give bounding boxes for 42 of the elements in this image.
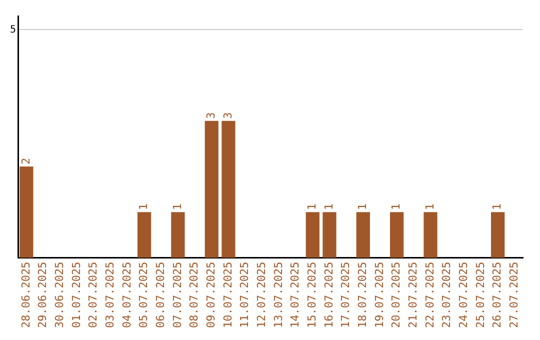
x-tick-label: 13.07.2025 xyxy=(272,262,285,328)
x-tick-label: 06.07.2025 xyxy=(154,262,167,328)
x-tick-label: 25.07.2025 xyxy=(474,262,487,328)
x-tick-label: 02.07.2025 xyxy=(86,262,100,328)
x-tick-label: 19.07.2025 xyxy=(372,262,386,328)
data-label: 1 xyxy=(390,204,403,210)
data-label: 1 xyxy=(306,204,318,210)
x-tick-label: 12.07.2025 xyxy=(254,262,268,328)
x-tick-label: 27.07.2025 xyxy=(508,262,521,328)
data-label: 1 xyxy=(170,204,184,210)
x-tick-label: 05.07.2025 xyxy=(137,262,150,328)
x-tick-label: 18.07.2025 xyxy=(356,262,370,328)
x-tick-label: 17.07.2025 xyxy=(339,262,352,328)
x-tick-label: 01.07.2025 xyxy=(70,262,83,328)
x-tick-label: 10.07.2025 xyxy=(221,262,234,328)
x-tick-label: 03.07.2025 xyxy=(103,262,116,328)
x-tick-label: 30.06.2025 xyxy=(52,262,66,328)
x-tick-label: 07.07.2025 xyxy=(170,262,184,328)
y-tick-label: 5 xyxy=(10,24,16,36)
x-tick-label: 11.07.2025 xyxy=(238,262,252,328)
x-tick-label: 22.07.2025 xyxy=(423,262,436,328)
x-tick-label: 14.07.2025 xyxy=(288,262,302,328)
data-label: 1 xyxy=(137,204,150,210)
x-tick-label: 09.07.2025 xyxy=(204,262,218,328)
data-label: 1 xyxy=(490,204,504,210)
x-tick-label: 20.07.2025 xyxy=(390,262,403,328)
data-label: 1 xyxy=(423,204,436,210)
x-tick-label: 24.07.2025 xyxy=(457,262,470,328)
x-tick-label: 28.06.2025 xyxy=(19,262,32,328)
x-tick-label: 08.07.2025 xyxy=(188,262,201,328)
data-label: 3 xyxy=(204,112,218,119)
data-label: 2 xyxy=(19,158,32,165)
x-tick-label: 15.07.2025 xyxy=(306,262,318,328)
data-label: 1 xyxy=(322,204,336,210)
data-label: 1 xyxy=(356,204,370,210)
x-tick-label: 23.07.2025 xyxy=(440,262,454,328)
x-tick-label: 26.07.2025 xyxy=(490,262,504,328)
x-tick-label: 04.07.2025 xyxy=(120,262,134,328)
x-tick-label: 16.07.2025 xyxy=(322,262,336,328)
x-tick-label: 29.06.2025 xyxy=(36,262,50,328)
x-tick-label: 21.07.2025 xyxy=(406,262,420,328)
data-label: 3 xyxy=(221,112,234,119)
